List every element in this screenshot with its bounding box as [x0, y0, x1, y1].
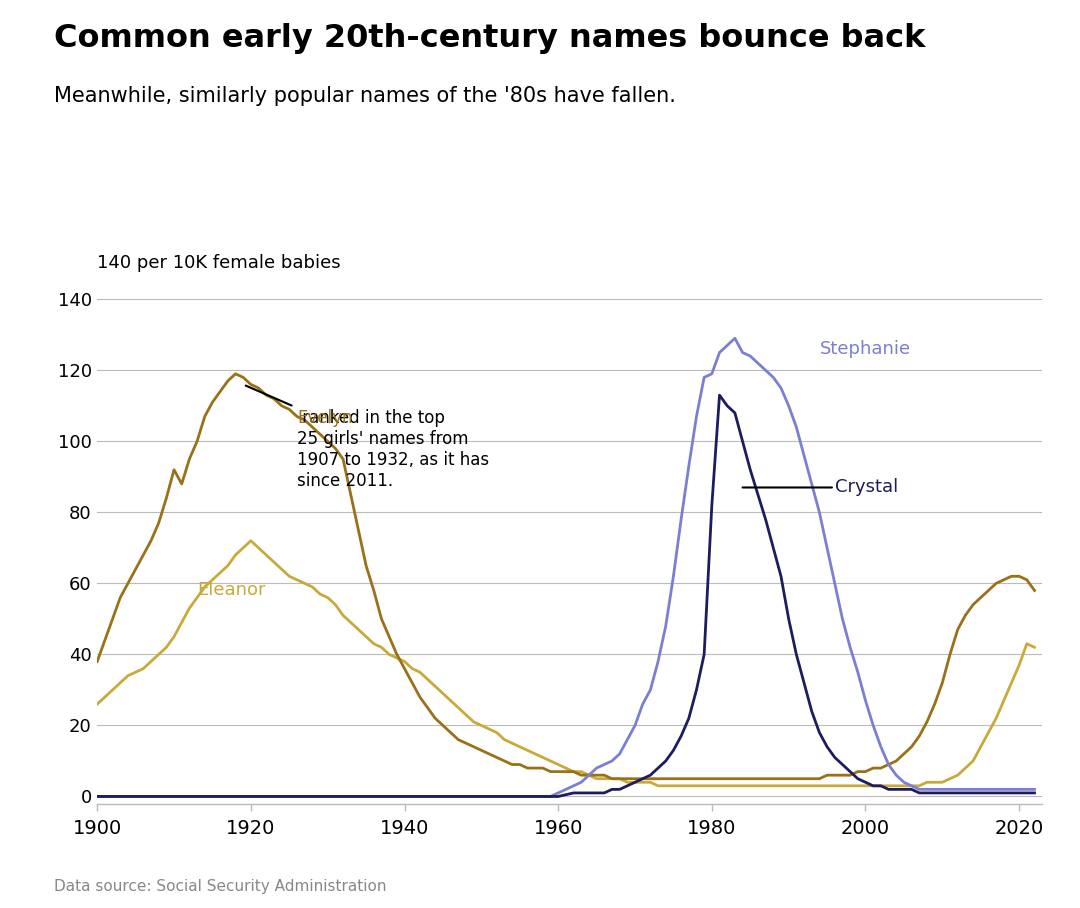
- Text: Stephanie: Stephanie: [820, 340, 910, 358]
- Text: Evelyn: Evelyn: [297, 410, 352, 428]
- Text: Meanwhile, similarly popular names of the '80s have fallen.: Meanwhile, similarly popular names of th…: [54, 86, 676, 106]
- Text: 140 per 10K female babies: 140 per 10K female babies: [97, 254, 341, 272]
- Text: Common early 20th-century names bounce back: Common early 20th-century names bounce b…: [54, 23, 926, 54]
- Text: Data source: Social Security Administration: Data source: Social Security Administrat…: [54, 879, 387, 894]
- Text: Eleanor: Eleanor: [197, 581, 266, 599]
- Text: ranked in the top
25 girls' names from
1907 to 1932, as it has
since 2011.: ranked in the top 25 girls' names from 1…: [246, 386, 489, 489]
- Text: Crystal: Crystal: [743, 479, 897, 497]
